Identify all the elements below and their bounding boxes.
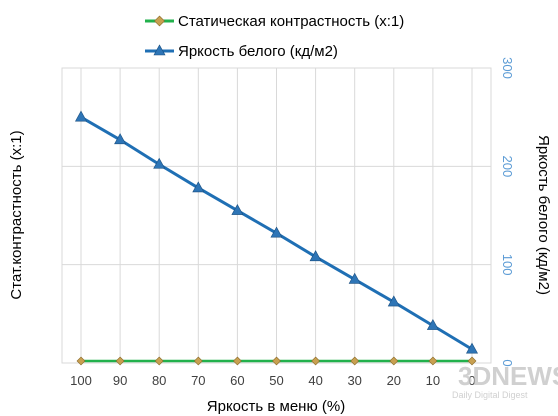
data-point-contrast	[428, 356, 438, 366]
right-y-axis-title: Яркость белого (кд/м2)	[535, 135, 552, 295]
data-point-contrast	[311, 356, 321, 366]
left-y-axis-title: Стат.контрастность (x:1)	[8, 130, 25, 299]
data-point-brightness	[153, 157, 166, 169]
data-point-contrast	[350, 356, 360, 366]
data-point-contrast	[232, 356, 242, 366]
x-tick-label: 60	[230, 373, 244, 388]
right-y-axis-ticks: 300 200 100 0	[500, 57, 515, 366]
data-point-contrast	[154, 356, 164, 366]
data-point-contrast	[193, 356, 203, 366]
data-point-brightness	[231, 203, 244, 215]
right-y-tick-label: 0	[500, 359, 515, 366]
right-y-tick-label: 100	[500, 254, 515, 276]
legend-marker-brightness	[153, 44, 166, 56]
data-point-brightness	[74, 110, 88, 122]
data-point-brightness	[114, 133, 127, 145]
data-point-contrast	[76, 356, 86, 366]
grid	[62, 67, 491, 364]
x-tick-label: 100	[70, 373, 92, 388]
data-point-contrast	[272, 356, 281, 366]
x-axis-ticks: 100 90 80 70 60 50 40 30 20 10 0	[70, 373, 475, 388]
legend-label-brightness: Яркость белого (кд/м2)	[178, 43, 338, 60]
data-point-brightness	[426, 319, 439, 330]
right-y-tick-label: 200	[500, 155, 515, 177]
x-tick-label: 40	[308, 373, 322, 388]
right-y-tick-label: 300	[500, 57, 515, 79]
data-point-brightness	[270, 226, 283, 238]
data-point-contrast	[389, 356, 399, 366]
watermark-logo-text: 3DNEWS	[458, 361, 558, 391]
x-axis-title: Яркость в меню (%)	[207, 398, 345, 415]
legend-item-brightness: Яркость белого (кд/м2)	[145, 43, 338, 60]
data-point-contrast	[467, 356, 477, 366]
data-point-brightness	[465, 342, 479, 354]
data-point-brightness	[348, 272, 361, 284]
x-tick-label: 70	[191, 373, 205, 388]
data-point-contrast	[115, 356, 125, 366]
legend: Статическая контрастность (x:1) Яркость …	[145, 13, 404, 60]
legend-label-contrast: Статическая контрастность (x:1)	[178, 13, 404, 30]
x-tick-label: 10	[426, 373, 440, 388]
x-tick-label: 50	[269, 373, 283, 388]
data-point-brightness	[309, 250, 322, 262]
legend-item-contrast: Статическая контрастность (x:1)	[145, 13, 404, 30]
x-tick-label: 90	[113, 373, 127, 388]
x-tick-label: 20	[387, 373, 401, 388]
x-tick-label: 0	[468, 373, 475, 388]
data-point-brightness	[192, 181, 205, 193]
x-tick-label: 80	[152, 373, 166, 388]
series-layer	[74, 110, 479, 366]
data-point-brightness	[387, 295, 400, 307]
watermark-logo: 3DNEWS Daily Digital Digest	[452, 361, 558, 400]
legend-marker-contrast	[154, 15, 165, 27]
x-tick-label: 30	[347, 373, 361, 388]
watermark-tagline: Daily Digital Digest	[452, 390, 528, 400]
